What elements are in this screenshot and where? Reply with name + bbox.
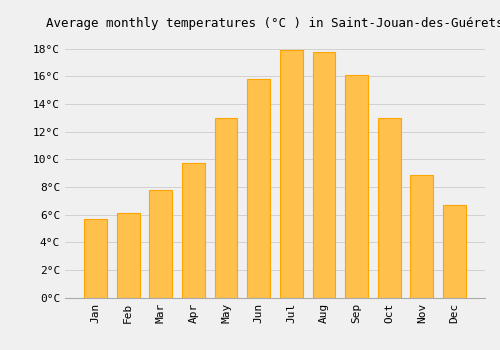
Bar	[443, 205, 466, 298]
Bar	[248, 79, 270, 298]
Bar	[84, 219, 107, 298]
Bar	[182, 163, 205, 298]
Title: Average monthly temperatures (°C ) in Saint-Jouan-des-Guérets: Average monthly temperatures (°C ) in Sa…	[46, 17, 500, 30]
Bar	[345, 75, 368, 298]
Bar	[116, 213, 140, 298]
Bar	[280, 50, 302, 298]
Bar	[410, 175, 434, 298]
Bar	[150, 190, 172, 298]
Bar	[214, 118, 238, 297]
Bar	[378, 118, 400, 297]
Bar	[312, 51, 336, 298]
